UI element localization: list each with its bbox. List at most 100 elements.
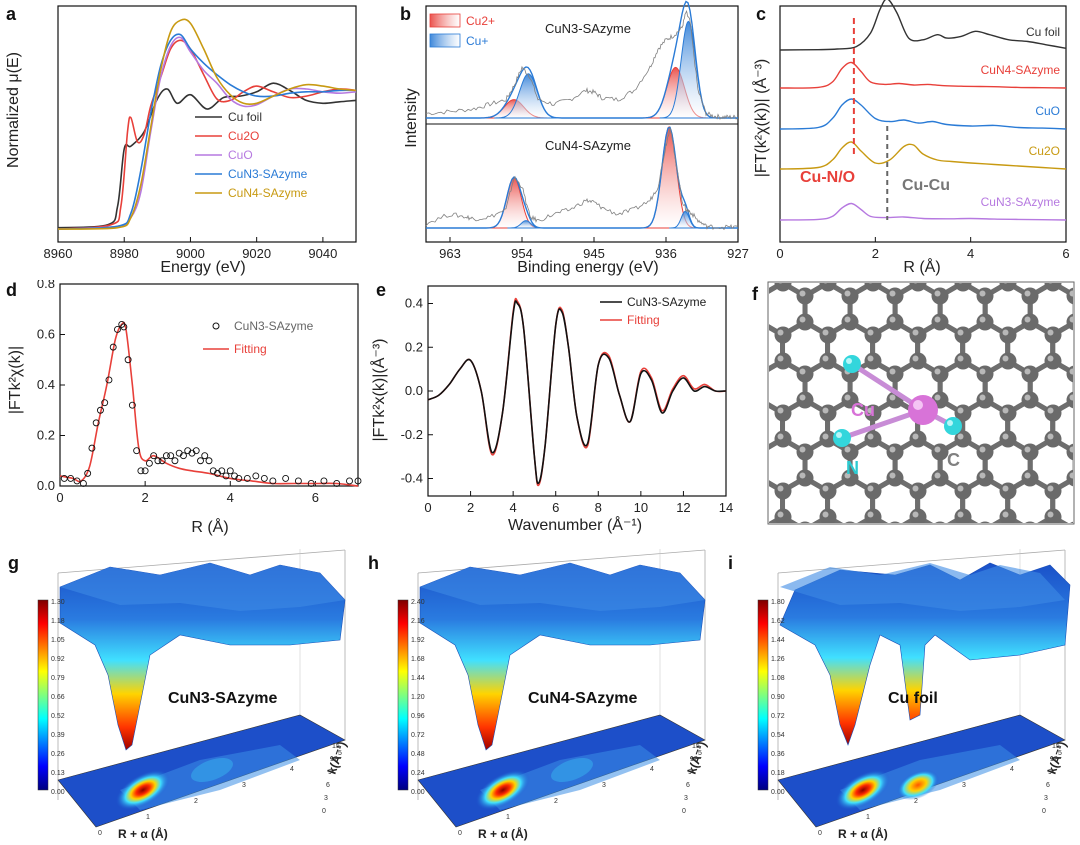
atom-highlight [1047, 511, 1054, 518]
atom-highlight [1003, 283, 1008, 284]
panel-label-b: b [400, 4, 411, 24]
wavelet-k-tick: 6 [1046, 782, 1050, 789]
wavelet-k-tick: 12 [330, 756, 338, 763]
atom-highlight [912, 511, 919, 518]
colorbar-tick-label: 0.26 [51, 751, 65, 758]
carbon-atom [999, 482, 1017, 500]
d-data-point [294, 477, 302, 485]
d-xtick-label: 6 [312, 490, 319, 505]
label-n: N [846, 458, 859, 478]
carbon-atom [954, 352, 972, 370]
wavelet-k-tick: 0 [682, 808, 686, 815]
atom-highlight [1025, 525, 1031, 531]
d-data-point [192, 447, 200, 455]
atom-highlight [1069, 368, 1073, 375]
carbon-atom [976, 469, 994, 487]
atom-highlight [868, 283, 873, 284]
atom-highlight [822, 329, 829, 336]
colorbar-tick-label: 1.80 [771, 599, 785, 606]
surface-top [420, 563, 705, 611]
plot-frame [59, 283, 359, 487]
carbon-atom [890, 521, 900, 523]
carbon-atom [954, 326, 972, 344]
d-data-point [73, 477, 81, 485]
d-data-point [243, 474, 251, 482]
d-data-point [133, 447, 141, 455]
carbon-atom [999, 404, 1017, 422]
e-series-line [427, 300, 727, 485]
atom-highlight [1069, 394, 1073, 401]
a-legend-label: CuN3-SAzyme [228, 167, 308, 181]
atom-highlight [867, 433, 874, 440]
colorbar-tick-label: 0.13 [51, 770, 65, 777]
atom-highlight [777, 355, 784, 362]
d-data-point [141, 467, 149, 475]
carbon-atom [909, 326, 927, 344]
carbon-atom [999, 283, 1017, 292]
colorbar-tick-label: 1.08 [771, 675, 785, 682]
e-xtick-label: 10 [634, 500, 648, 515]
b-envelope [426, 126, 738, 229]
b-xtick-label: 927 [727, 246, 749, 261]
c-c-bond [1075, 283, 1080, 296]
colorbar-tick-label: 0.36 [771, 751, 785, 758]
carbon-atom [819, 404, 837, 422]
a-series-line [57, 36, 357, 230]
atom-highlight [822, 355, 829, 362]
carbon-atom [1044, 430, 1062, 448]
atom-highlight [1024, 394, 1031, 401]
carbon-atom [740, 353, 746, 370]
a-xtick-label: 8980 [110, 246, 139, 261]
e-ytick-label: 0.4 [405, 296, 423, 311]
carbon-atom [845, 521, 855, 523]
carbon-atom [740, 280, 746, 292]
nitrogen-atom [944, 417, 962, 435]
carbon-atom [909, 508, 927, 523]
c-c-bond [1075, 439, 1080, 452]
carbon-atom [796, 469, 814, 487]
carbon-atom [1021, 469, 1039, 487]
atom-highlight [755, 317, 761, 323]
d-legend-label: Fitting [234, 342, 267, 356]
panel-label-h: h [368, 553, 379, 573]
b-legend-label: Cu+ [466, 34, 488, 48]
plot-frame [779, 5, 1067, 243]
c-c-bond [740, 322, 760, 335]
carbon-atom [740, 431, 746, 448]
c-c-bond [740, 361, 760, 374]
atom-highlight [867, 329, 874, 336]
atom-highlight [1002, 433, 1009, 440]
atom-highlight [1024, 446, 1031, 453]
label-cu: Cu [851, 400, 875, 420]
carbon-atom [999, 352, 1017, 370]
atom-highlight [755, 525, 761, 531]
carbon-atom [774, 430, 792, 448]
carbon-atom [1044, 508, 1062, 523]
carbon-atom [740, 327, 746, 344]
wavelet-k-tick: 12 [1050, 756, 1058, 763]
d-xtick-label: 2 [142, 490, 149, 505]
carbon-atom [886, 365, 904, 383]
carbon-atom [796, 365, 814, 383]
d-fitting-line [59, 321, 359, 487]
carbon-atom [931, 365, 949, 383]
carbon-atom [909, 283, 927, 292]
d-ylabel: |FTk²χ(k)| [7, 346, 24, 414]
wavelet-r-axis-label: R + α (Å) [478, 826, 528, 841]
atom-highlight [1047, 407, 1054, 414]
carbon-atom [740, 405, 746, 422]
colorbar-tick-label: 1.05 [51, 637, 65, 644]
d-data-point [201, 452, 209, 460]
panel-label-c: c [756, 4, 766, 24]
wavelet-r-tick: 1 [146, 814, 150, 821]
a-xtick-label: 9020 [242, 246, 271, 261]
atom-highlight [1024, 316, 1031, 323]
e-legend-label: Fitting [627, 313, 660, 327]
c-ylabel: |FT(k²χ(k))| (Å⁻³) [752, 59, 770, 177]
colorbar-tick-label: 1.68 [411, 656, 425, 663]
atom-highlight [755, 369, 761, 375]
carbon-atom [819, 326, 837, 344]
carbon-atom [976, 391, 994, 409]
atom-highlight [1024, 290, 1031, 297]
panel-f-structure: f Cu N C [740, 280, 1080, 531]
